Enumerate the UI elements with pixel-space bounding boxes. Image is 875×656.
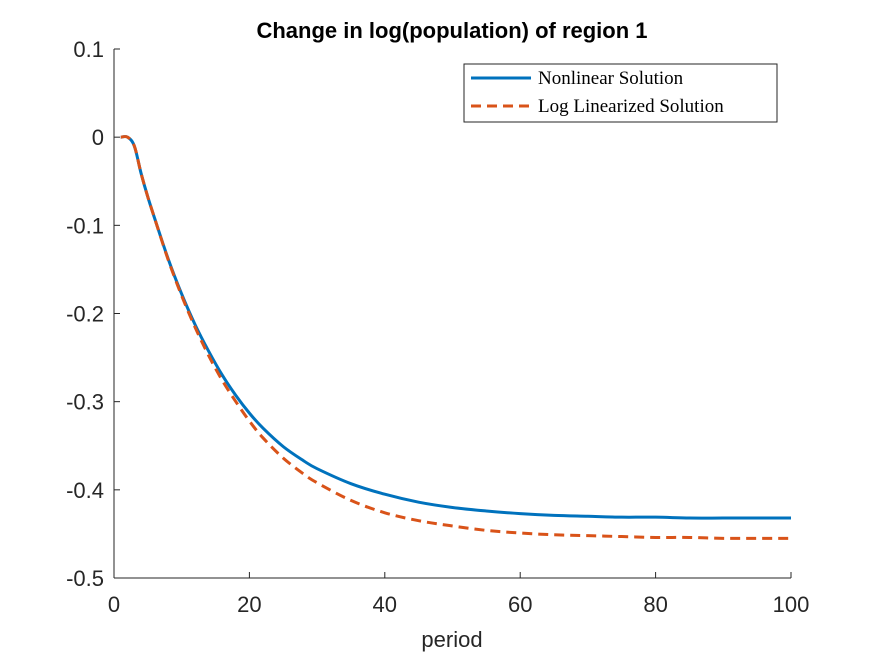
- legend-box: [463, 63, 778, 123]
- y-tick-label: -0.5: [66, 566, 104, 591]
- legend-label-log-linearized: Log Linearized Solution: [538, 96, 724, 117]
- plot-area: [114, 49, 791, 578]
- y-tick-label: -0.4: [66, 478, 104, 503]
- y-tick-label: 0: [92, 125, 104, 150]
- legend: Nonlinear Solution Log Linearized Soluti…: [463, 63, 778, 123]
- x-ticks: 0 20 40 60 80 100: [108, 572, 809, 617]
- y-tick-label: -0.2: [66, 302, 104, 327]
- x-tick-label: 20: [237, 592, 261, 617]
- chart-title: Change in log(population) of region 1: [256, 18, 647, 43]
- x-tick-label: 80: [643, 592, 667, 617]
- series-layer: [120, 135, 791, 540]
- x-axis-label: period: [421, 627, 482, 652]
- x-tick-label: 40: [373, 592, 397, 617]
- y-tick-label: -0.1: [66, 213, 104, 238]
- series-line-nonlinear: [120, 135, 791, 520]
- x-tick-label: 0: [108, 592, 120, 617]
- y-ticks: 0.1 0 -0.1 -0.2 -0.3 -0.4 -0.5: [66, 37, 120, 591]
- y-tick-label: -0.3: [66, 390, 104, 415]
- x-tick-label: 100: [773, 592, 810, 617]
- y-tick-label: 0.1: [73, 37, 104, 62]
- legend-label-nonlinear: Nonlinear Solution: [538, 68, 684, 89]
- series-line-log-linearized: [120, 135, 791, 540]
- x-tick-label: 60: [508, 592, 532, 617]
